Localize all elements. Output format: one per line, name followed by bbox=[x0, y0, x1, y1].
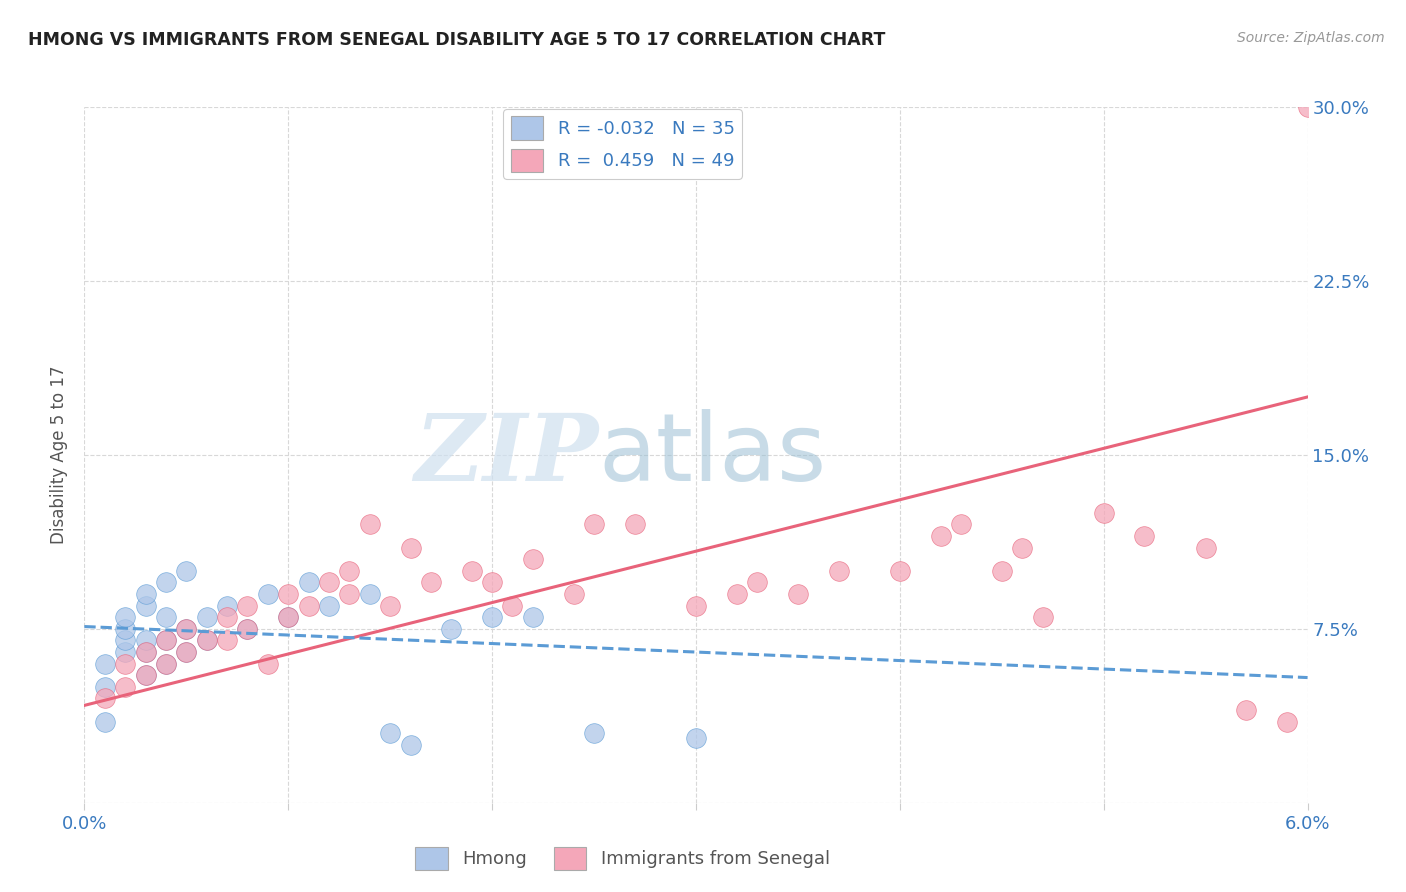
Point bbox=[93, 657, 117, 671]
Point bbox=[135, 633, 157, 648]
Point bbox=[114, 622, 136, 636]
Point bbox=[195, 633, 218, 648]
Text: HMONG VS IMMIGRANTS FROM SENEGAL DISABILITY AGE 5 TO 17 CORRELATION CHART: HMONG VS IMMIGRANTS FROM SENEGAL DISABIL… bbox=[28, 31, 886, 49]
Point bbox=[747, 575, 769, 590]
Point bbox=[583, 517, 606, 532]
Point bbox=[114, 645, 136, 659]
Point bbox=[399, 541, 422, 555]
Point bbox=[176, 645, 198, 659]
Text: ZIP: ZIP bbox=[413, 410, 598, 500]
Point bbox=[155, 633, 177, 648]
Point bbox=[440, 622, 463, 636]
Point bbox=[929, 529, 952, 543]
Point bbox=[1195, 541, 1218, 555]
Point bbox=[522, 610, 544, 624]
Point bbox=[135, 668, 157, 682]
Point bbox=[502, 599, 524, 613]
Point bbox=[685, 599, 707, 613]
Point bbox=[236, 599, 259, 613]
Point bbox=[359, 517, 381, 532]
Point bbox=[950, 517, 973, 532]
Point bbox=[176, 564, 198, 578]
Point bbox=[135, 587, 157, 601]
Point bbox=[217, 633, 239, 648]
Point bbox=[339, 587, 361, 601]
Point bbox=[176, 622, 198, 636]
Point bbox=[1277, 714, 1299, 729]
Point bbox=[359, 587, 381, 601]
Point bbox=[135, 599, 157, 613]
Point bbox=[481, 610, 503, 624]
Point bbox=[135, 645, 157, 659]
Y-axis label: Disability Age 5 to 17: Disability Age 5 to 17 bbox=[51, 366, 69, 544]
Point bbox=[277, 610, 299, 624]
Point bbox=[380, 726, 402, 740]
Point bbox=[399, 738, 422, 752]
Point bbox=[135, 668, 157, 682]
Point bbox=[1236, 703, 1258, 717]
Point bbox=[461, 564, 484, 578]
Text: Source: ZipAtlas.com: Source: ZipAtlas.com bbox=[1237, 31, 1385, 45]
Point bbox=[562, 587, 585, 601]
Point bbox=[155, 633, 177, 648]
Point bbox=[1011, 541, 1033, 555]
Point bbox=[725, 587, 748, 601]
Point bbox=[114, 610, 136, 624]
Point bbox=[318, 575, 340, 590]
Point bbox=[176, 622, 198, 636]
Point bbox=[155, 657, 177, 671]
Point bbox=[298, 599, 321, 613]
Point bbox=[1296, 100, 1319, 114]
Point bbox=[176, 645, 198, 659]
Point bbox=[624, 517, 647, 532]
Point bbox=[236, 622, 259, 636]
Point bbox=[114, 633, 136, 648]
Point bbox=[277, 587, 299, 601]
Point bbox=[991, 564, 1014, 578]
Point bbox=[522, 552, 544, 566]
Point bbox=[114, 680, 136, 694]
Point bbox=[195, 610, 218, 624]
Point bbox=[257, 587, 280, 601]
Point bbox=[236, 622, 259, 636]
Legend: Hmong, Immigrants from Senegal: Hmong, Immigrants from Senegal bbox=[408, 839, 837, 877]
Point bbox=[155, 610, 177, 624]
Point bbox=[155, 575, 177, 590]
Point bbox=[1133, 529, 1156, 543]
Point bbox=[217, 610, 239, 624]
Point bbox=[135, 645, 157, 659]
Point bbox=[787, 587, 810, 601]
Point bbox=[298, 575, 321, 590]
Point bbox=[195, 633, 218, 648]
Point bbox=[257, 657, 280, 671]
Point bbox=[339, 564, 361, 578]
Point bbox=[217, 599, 239, 613]
Point bbox=[1092, 506, 1115, 520]
Point bbox=[93, 714, 117, 729]
Point bbox=[481, 575, 503, 590]
Point bbox=[380, 599, 402, 613]
Point bbox=[318, 599, 340, 613]
Point bbox=[114, 657, 136, 671]
Point bbox=[155, 657, 177, 671]
Point bbox=[583, 726, 606, 740]
Point bbox=[420, 575, 443, 590]
Point bbox=[277, 610, 299, 624]
Point bbox=[685, 731, 707, 745]
Text: atlas: atlas bbox=[598, 409, 827, 501]
Point bbox=[93, 691, 117, 706]
Point bbox=[93, 680, 117, 694]
Point bbox=[889, 564, 911, 578]
Point bbox=[1032, 610, 1054, 624]
Point bbox=[828, 564, 851, 578]
